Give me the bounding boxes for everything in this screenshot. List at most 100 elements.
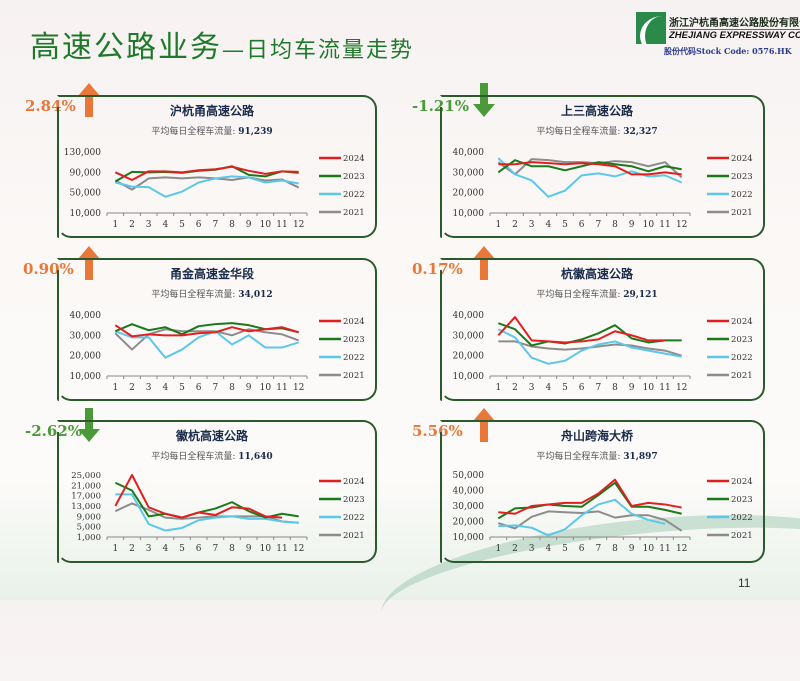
x-tick-label: 5 xyxy=(562,220,568,230)
x-tick-label: 3 xyxy=(529,220,535,230)
y-tick-label: 13,000 xyxy=(71,502,101,512)
x-tick-label: 1 xyxy=(495,383,501,393)
x-tick-label: 1 xyxy=(495,544,501,554)
legend-label: 2021 xyxy=(343,531,365,541)
legend-label: 2022 xyxy=(343,190,365,200)
x-tick-label: 11 xyxy=(276,220,287,230)
svg-text:平均每日全程车流量: 32,327: 平均每日全程车流量: 32,327 xyxy=(536,125,657,137)
series-line-2022 xyxy=(115,175,299,198)
x-tick-label: 7 xyxy=(212,383,218,393)
average-traffic-value: 29,121 xyxy=(623,290,657,300)
x-tick-label: 2 xyxy=(512,383,518,393)
chart-title: 上三高速公路 xyxy=(561,103,634,118)
legend-label: 2023 xyxy=(343,172,365,182)
chart-panel: 舟山跨海大桥 平均每日全程车流量: 31,897 50,000 40,000 30,00… xyxy=(440,420,765,563)
series-line-2024 xyxy=(114,324,299,338)
x-tick-label: 5 xyxy=(562,383,568,393)
x-tick-label: 6 xyxy=(196,220,202,230)
x-tick-label: 4 xyxy=(545,383,551,393)
x-tick-label: 3 xyxy=(146,383,152,393)
legend-label: 2023 xyxy=(343,335,365,345)
series-line-2023 xyxy=(497,322,682,347)
x-tick-label: 10 xyxy=(260,220,272,230)
y-tick-label: 20,000 xyxy=(70,352,102,362)
subtitle-label: 平均每日全程车流量: xyxy=(151,288,238,300)
average-traffic-value: 91,239 xyxy=(238,127,272,137)
legend-label: 2024 xyxy=(731,154,753,164)
subtitle-label: 平均每日全程车流量: xyxy=(536,125,623,137)
page-number: 11 xyxy=(738,576,751,590)
legend-label: 2023 xyxy=(343,495,365,505)
panel-border xyxy=(57,420,377,563)
legend-label: 2023 xyxy=(731,172,753,182)
panel-border xyxy=(440,95,765,238)
y-tick-label: 50,000 xyxy=(70,189,102,199)
y-tick-label: 25,000 xyxy=(71,471,101,481)
page-title: 高速公路业务—日均车流量走势 xyxy=(30,22,414,66)
legend-label: 2022 xyxy=(731,353,753,363)
x-tick-label: 9 xyxy=(629,544,635,554)
y-tick-label: 21,000 xyxy=(71,481,101,491)
svg-text:平均每日全程车流量: 34,012: 平均每日全程车流量: 34,012 xyxy=(151,288,272,300)
subtitle-label: 平均每日全程车流量: xyxy=(151,450,238,462)
x-tick-label: 9 xyxy=(246,383,252,393)
x-tick-label: 10 xyxy=(643,383,655,393)
legend-label: 2021 xyxy=(731,531,753,541)
x-tick-label: 3 xyxy=(529,383,535,393)
x-tick-label: 9 xyxy=(246,220,252,230)
series-line-2022 xyxy=(497,328,682,365)
x-tick-label: 4 xyxy=(162,383,168,393)
panel-border xyxy=(440,420,765,563)
stock-code: 股份代码Stock Code: 0576.HK xyxy=(664,46,792,56)
svg-text:平均每日全程车流量: 11,640: 平均每日全程车流量: 11,640 xyxy=(151,450,272,462)
series-line-2024 xyxy=(114,474,283,519)
y-tick-label: 9,000 xyxy=(77,512,101,522)
y-tick-label: 20,000 xyxy=(453,352,485,362)
x-tick-label: 2 xyxy=(512,544,518,554)
x-tick-label: 12 xyxy=(676,220,687,230)
legend-label: 2021 xyxy=(731,208,753,218)
y-tick-label: 40,000 xyxy=(453,487,485,497)
series-line-2024 xyxy=(497,316,665,344)
x-tick-label: 9 xyxy=(629,220,635,230)
average-traffic-value: 32,327 xyxy=(623,127,657,137)
x-tick-label: 11 xyxy=(659,220,670,230)
x-tick-label: 9 xyxy=(629,383,635,393)
chart-panel: 沪杭甬高速公路 平均每日全程车流量: 91,239 130,000 90,000 50,… xyxy=(57,95,377,238)
x-tick-label: 1 xyxy=(495,220,501,230)
x-tick-label: 6 xyxy=(196,544,202,554)
legend-label: 2022 xyxy=(731,513,753,523)
y-tick-label: 10,000 xyxy=(453,533,485,543)
y-tick-label: 20,000 xyxy=(453,189,485,199)
chart-title: 甬金高速金华段 xyxy=(170,266,255,281)
x-tick-label: 2 xyxy=(129,220,135,230)
x-tick-label: 7 xyxy=(212,544,218,554)
title-main: 高速公路业务 xyxy=(30,30,222,65)
series-line-2022 xyxy=(498,498,666,537)
y-tick-label: 30,000 xyxy=(453,168,485,178)
x-tick-label: 12 xyxy=(293,383,304,393)
x-tick-label: 5 xyxy=(562,544,568,554)
logo-cn: 浙江沪杭甬高速公路股份有限公司 xyxy=(669,18,800,29)
legend-label: 2021 xyxy=(343,371,365,381)
panel-border xyxy=(57,258,377,401)
panel-border xyxy=(440,258,765,401)
x-tick-label: 7 xyxy=(595,544,601,554)
chart-panel: 上三高速公路 平均每日全程车流量: 32,327 40,000 30,000 20,00… xyxy=(440,95,765,238)
x-tick-label: 12 xyxy=(676,544,687,554)
x-tick-label: 8 xyxy=(612,220,618,230)
series-line-2024 xyxy=(498,478,682,515)
legend-label: 2022 xyxy=(343,513,365,523)
x-tick-label: 6 xyxy=(579,383,585,393)
x-tick-label: 5 xyxy=(179,220,185,230)
series-line-2021 xyxy=(114,176,300,191)
x-tick-label: 7 xyxy=(595,220,601,230)
chart-title: 徽杭高速公路 xyxy=(175,428,249,443)
y-tick-label: 10,000 xyxy=(70,372,102,382)
x-tick-label: 6 xyxy=(579,544,585,554)
x-tick-label: 8 xyxy=(612,544,618,554)
x-tick-label: 1 xyxy=(112,220,118,230)
